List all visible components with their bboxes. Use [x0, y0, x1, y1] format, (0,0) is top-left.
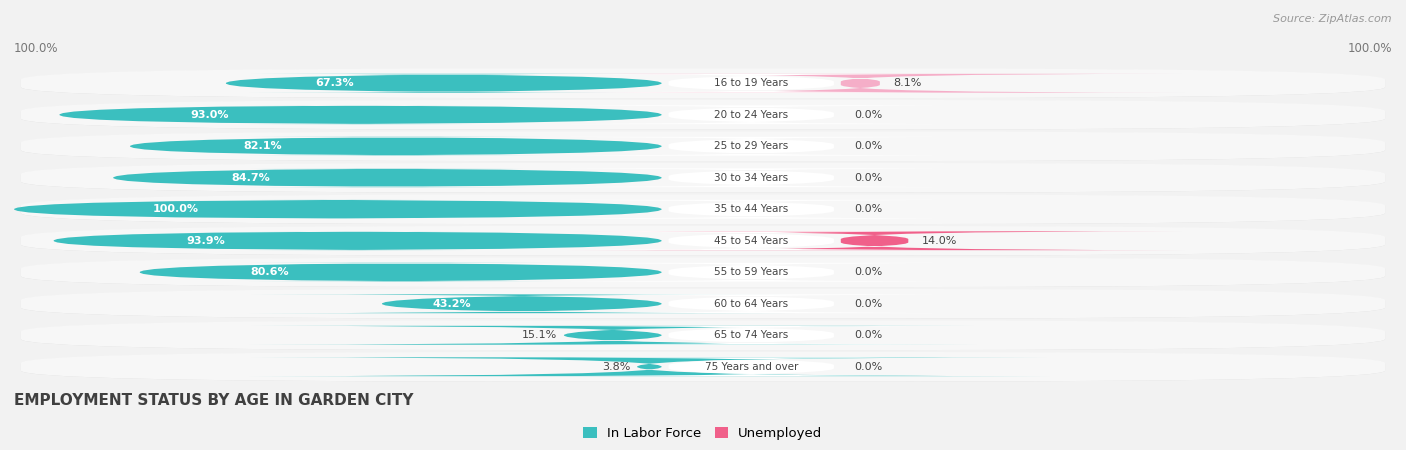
FancyBboxPatch shape [14, 200, 662, 219]
FancyBboxPatch shape [21, 163, 1385, 193]
Text: 84.7%: 84.7% [231, 173, 270, 183]
FancyBboxPatch shape [489, 105, 1012, 124]
FancyBboxPatch shape [59, 105, 662, 124]
Text: 30 to 34 Years: 30 to 34 Years [714, 173, 789, 183]
Text: 100.0%: 100.0% [1347, 42, 1392, 55]
Text: 80.6%: 80.6% [250, 267, 290, 277]
Text: 3.8%: 3.8% [602, 362, 630, 372]
Text: 60 to 64 Years: 60 to 64 Years [714, 299, 789, 309]
FancyBboxPatch shape [21, 194, 1385, 224]
FancyBboxPatch shape [139, 263, 662, 282]
Text: 82.1%: 82.1% [243, 141, 283, 151]
FancyBboxPatch shape [489, 200, 1012, 219]
Text: 25 to 29 Years: 25 to 29 Years [714, 141, 789, 151]
FancyBboxPatch shape [21, 258, 1385, 287]
FancyBboxPatch shape [489, 231, 1012, 250]
Text: 16 to 19 Years: 16 to 19 Years [714, 78, 789, 88]
Text: 0.0%: 0.0% [855, 110, 883, 120]
Text: 0.0%: 0.0% [855, 141, 883, 151]
Text: 0.0%: 0.0% [855, 299, 883, 309]
Legend: In Labor Force, Unemployed: In Labor Force, Unemployed [578, 422, 828, 445]
FancyBboxPatch shape [21, 69, 1385, 98]
FancyBboxPatch shape [21, 100, 1385, 130]
FancyBboxPatch shape [489, 357, 1012, 376]
FancyBboxPatch shape [489, 326, 1012, 345]
FancyBboxPatch shape [21, 132, 1385, 161]
FancyBboxPatch shape [21, 195, 1385, 224]
FancyBboxPatch shape [21, 131, 1385, 161]
FancyBboxPatch shape [249, 294, 796, 313]
FancyBboxPatch shape [249, 357, 1050, 376]
Text: 0.0%: 0.0% [855, 204, 883, 214]
Text: 55 to 59 Years: 55 to 59 Years [714, 267, 789, 277]
FancyBboxPatch shape [489, 263, 1012, 282]
Text: 14.0%: 14.0% [922, 236, 957, 246]
FancyBboxPatch shape [489, 74, 1012, 93]
Text: 100.0%: 100.0% [153, 204, 200, 214]
Text: 67.3%: 67.3% [315, 78, 354, 88]
FancyBboxPatch shape [489, 294, 1012, 313]
Text: Source: ZipAtlas.com: Source: ZipAtlas.com [1274, 14, 1392, 23]
Text: 93.9%: 93.9% [186, 236, 225, 246]
Text: 75 Years and over: 75 Years and over [704, 362, 799, 372]
Text: 0.0%: 0.0% [855, 330, 883, 340]
FancyBboxPatch shape [129, 137, 662, 156]
Text: 45 to 54 Years: 45 to 54 Years [714, 236, 789, 246]
FancyBboxPatch shape [21, 321, 1385, 350]
FancyBboxPatch shape [112, 168, 662, 187]
Text: 0.0%: 0.0% [855, 362, 883, 372]
FancyBboxPatch shape [489, 137, 1012, 156]
Text: 43.2%: 43.2% [433, 299, 471, 309]
FancyBboxPatch shape [564, 231, 1185, 250]
FancyBboxPatch shape [21, 163, 1385, 193]
Text: 35 to 44 Years: 35 to 44 Years [714, 204, 789, 214]
FancyBboxPatch shape [536, 74, 1185, 93]
Text: 15.1%: 15.1% [522, 330, 557, 340]
Text: 100.0%: 100.0% [14, 42, 59, 55]
Text: 0.0%: 0.0% [855, 173, 883, 183]
FancyBboxPatch shape [21, 320, 1385, 350]
FancyBboxPatch shape [21, 289, 1385, 319]
FancyBboxPatch shape [249, 326, 977, 345]
Text: 65 to 74 Years: 65 to 74 Years [714, 330, 789, 340]
FancyBboxPatch shape [21, 290, 1385, 319]
FancyBboxPatch shape [21, 68, 1385, 98]
FancyBboxPatch shape [226, 74, 662, 93]
Text: 20 to 24 Years: 20 to 24 Years [714, 110, 789, 120]
FancyBboxPatch shape [53, 231, 662, 250]
FancyBboxPatch shape [21, 352, 1385, 382]
FancyBboxPatch shape [21, 226, 1385, 256]
Text: EMPLOYMENT STATUS BY AGE IN GARDEN CITY: EMPLOYMENT STATUS BY AGE IN GARDEN CITY [14, 393, 413, 408]
FancyBboxPatch shape [21, 226, 1385, 256]
Text: 0.0%: 0.0% [855, 267, 883, 277]
Text: 93.0%: 93.0% [191, 110, 229, 120]
Text: 8.1%: 8.1% [894, 78, 922, 88]
FancyBboxPatch shape [489, 168, 1012, 187]
FancyBboxPatch shape [21, 353, 1385, 382]
FancyBboxPatch shape [21, 100, 1385, 130]
FancyBboxPatch shape [21, 257, 1385, 287]
